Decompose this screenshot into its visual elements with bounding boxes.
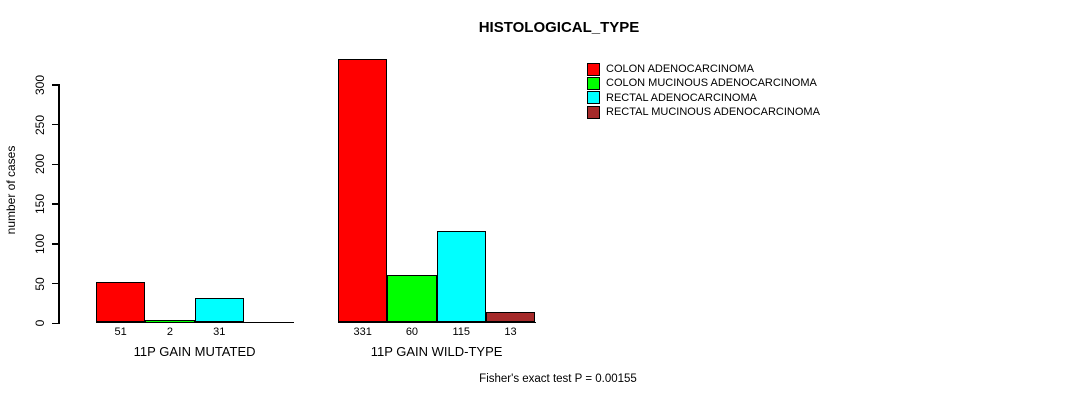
y-axis-tick-label: 0 [33, 319, 47, 327]
y-axis-tick [52, 243, 58, 245]
bar-colon-adenocarcinoma [96, 281, 146, 323]
y-axis-tick [52, 322, 58, 324]
y-axis-tick [52, 84, 58, 86]
x-axis-baseline [95, 321, 294, 324]
bar-value-label: 51 [114, 326, 127, 338]
bar-rectal-adenocarcinoma [436, 231, 486, 323]
x-axis-group-label: 11P GAIN MUTATED [133, 344, 256, 359]
bar-value-label: 60 [405, 326, 419, 338]
y-axis-tick-label: 50 [33, 276, 47, 291]
bar-value-label: 115 [452, 326, 471, 338]
legend-label: RECTAL MUCINOUS ADENOCARCINOMA [606, 106, 820, 119]
bar-value-label: 13 [504, 326, 517, 338]
legend-item: COLON MUCINOUS ADENOCARCINOMA [587, 76, 820, 91]
bar-colon-mucinous-adenocarcinoma [387, 274, 437, 323]
legend-swatch [587, 62, 600, 76]
legend: COLON ADENOCARCINOMA COLON MUCINOUS ADENO… [587, 62, 820, 120]
y-axis-line [58, 84, 60, 324]
legend-item: COLON ADENOCARCINOMA [587, 62, 820, 76]
y-axis-tick [52, 203, 58, 205]
y-axis-tick-label: 300 [33, 74, 47, 95]
y-axis-tick-label: 250 [33, 114, 47, 135]
y-axis-tick-label: 200 [33, 154, 47, 175]
bar-value-label: 2 [166, 326, 173, 338]
bar-value-label: 331 [353, 326, 372, 338]
bar-value-label: 31 [213, 326, 226, 338]
legend-item: RECTAL ADENOCARCINOMA [587, 91, 820, 105]
y-axis-tick [52, 123, 58, 126]
x-axis-group-label: 11P GAIN WILD-TYPE [370, 344, 503, 359]
legend-item: RECTAL MUCINOUS ADENOCARCINOMA [587, 105, 820, 119]
legend-swatch [587, 105, 600, 119]
y-axis-tick [52, 282, 58, 285]
legend-swatch [587, 91, 600, 105]
legend-swatch [587, 77, 600, 91]
y-axis-tick-label: 100 [33, 233, 47, 254]
fisher-test-annotation: Fisher's exact test P = 0.00155 [479, 373, 637, 385]
x-axis-baseline [337, 321, 536, 324]
chart-title: HISTOLOGICAL_TYPE [478, 19, 640, 36]
bar-colon-adenocarcinoma [338, 59, 388, 323]
legend-label: RECTAL ADENOCARCINOMA [606, 91, 757, 104]
legend-label: COLON ADENOCARCINOMA [606, 63, 754, 75]
y-axis-tick-label: 150 [33, 193, 47, 215]
y-axis-tick [52, 163, 58, 165]
legend-label: COLON MUCINOUS ADENOCARCINOMA [606, 77, 817, 90]
bar-rectal-adenocarcinoma [194, 297, 244, 323]
